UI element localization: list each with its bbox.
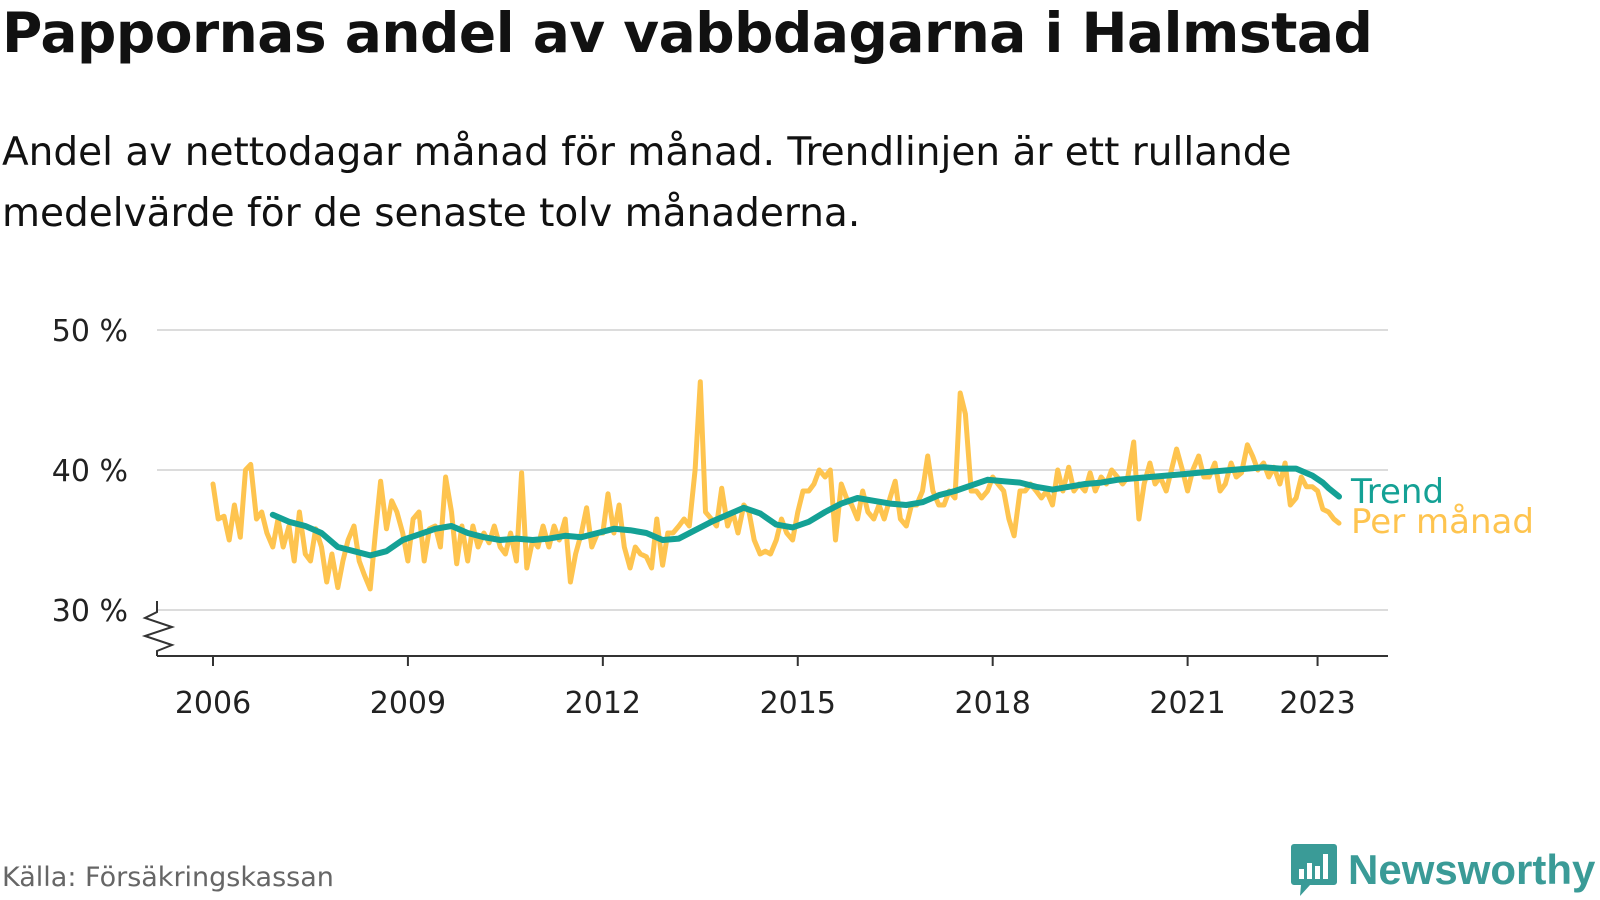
x-tick-label: 2018 (955, 686, 1031, 721)
source-note: Källa: Försäkringskassan (2, 862, 334, 893)
chart-title: Pappornas andel av vabbdagarna i Halmsta… (2, 1, 1373, 65)
brand-name: Newsworthy (1348, 846, 1596, 893)
axes (141, 601, 1388, 657)
y-tick-labels: 30 % 40 % 50 % (52, 314, 128, 629)
x-tick-label: 2012 (565, 686, 641, 721)
x-tick-label: 2006 (175, 686, 251, 721)
newsworthy-chart-logo-icon (1291, 844, 1337, 896)
x-tick-label: 2009 (370, 686, 446, 721)
series-lines (210, 379, 1342, 592)
y-tick-label: 30 % (52, 594, 128, 629)
series-line-trend (269, 464, 1342, 559)
brand-logo[interactable]: Newsworthy (1290, 840, 1595, 900)
y-axis-break-icon (141, 601, 176, 656)
series-line-per-m-nad (210, 379, 1342, 592)
x-tick-labels: 2006 2009 2012 2015 2018 2021 2023 (175, 656, 1356, 721)
y-tick-label: 50 % (52, 314, 128, 349)
series-label-trend: Trend (1350, 472, 1444, 512)
x-tick-label: 2015 (760, 686, 836, 721)
y-tick-label: 40 % (52, 454, 128, 489)
x-tick-label: 2021 (1149, 686, 1225, 721)
chart-subtitle: Andel av nettodagar månad för månad. Tre… (2, 130, 1292, 236)
series-label-per-m-nad: Per månad (1351, 502, 1534, 542)
x-tick-label: 2023 (1279, 686, 1355, 721)
